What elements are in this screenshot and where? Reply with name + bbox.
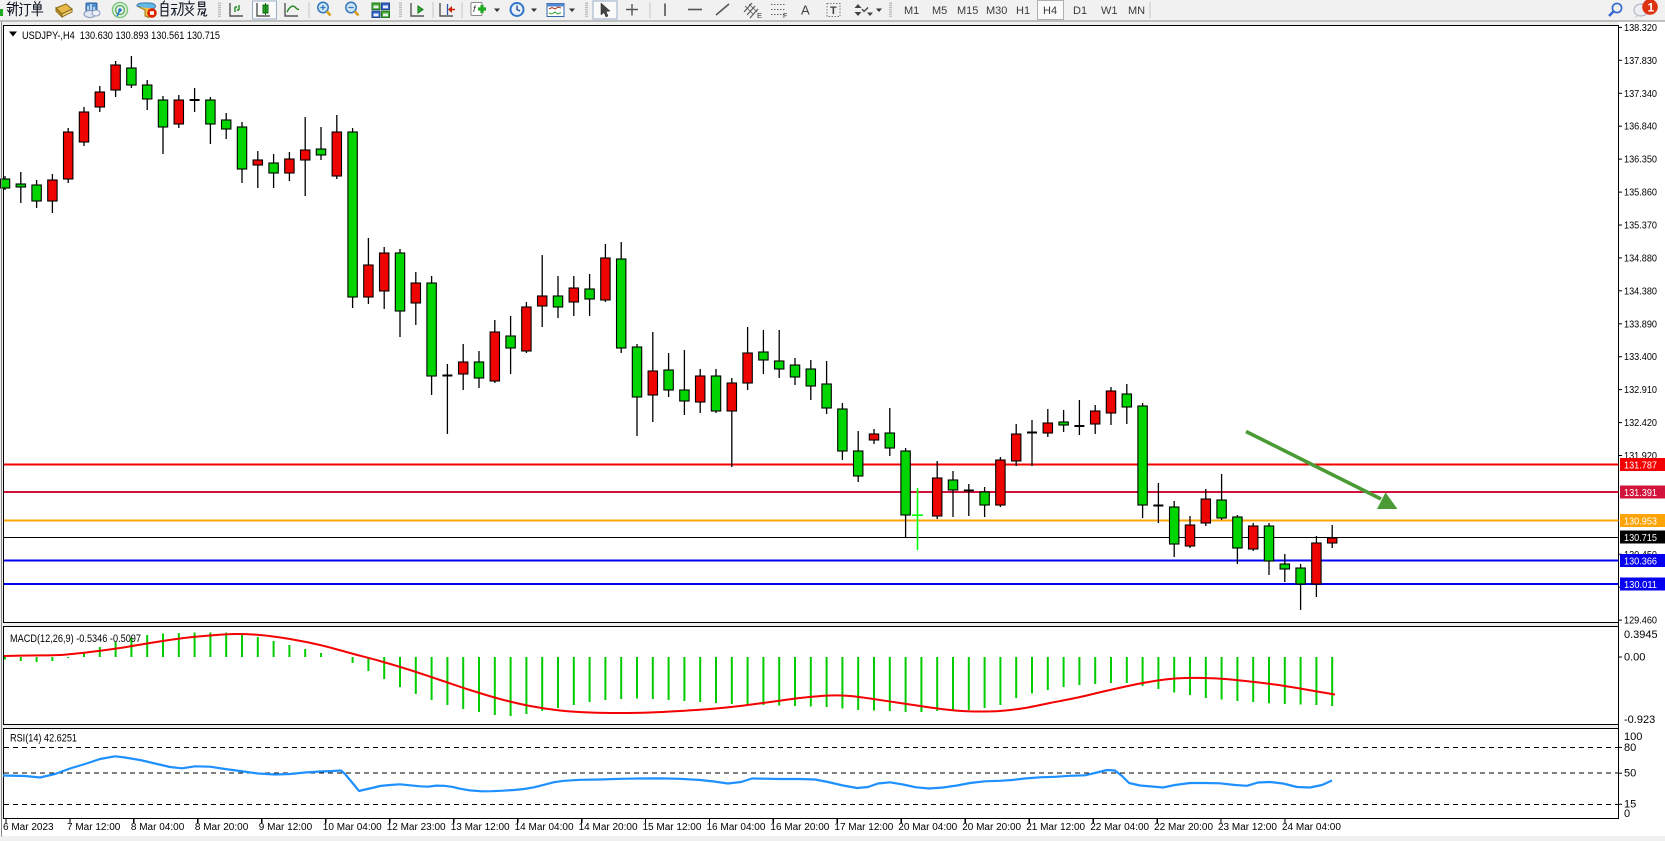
svg-text:24 Mar 04:00: 24 Mar 04:00 bbox=[1282, 822, 1341, 833]
svg-text:20 Mar 20:00: 20 Mar 20:00 bbox=[962, 822, 1021, 833]
svg-text:MACD(12,26,9) -0.5346 -0.5097: MACD(12,26,9) -0.5346 -0.5097 bbox=[10, 633, 141, 645]
svg-text:RSI(14) 42.6251: RSI(14) 42.6251 bbox=[10, 733, 77, 745]
svg-text:D1: D1 bbox=[1073, 5, 1087, 17]
svg-text:12 Mar 23:00: 12 Mar 23:00 bbox=[387, 822, 446, 833]
svg-text:8 Mar 20:00: 8 Mar 20:00 bbox=[195, 822, 249, 833]
svg-text:F: F bbox=[783, 13, 787, 20]
svg-text:8 Mar 04:00: 8 Mar 04:00 bbox=[131, 822, 185, 833]
svg-text:MN: MN bbox=[1128, 5, 1145, 17]
svg-text:f: f bbox=[473, 4, 477, 14]
svg-text:T: T bbox=[830, 5, 837, 17]
svg-text:131.787: 131.787 bbox=[1624, 459, 1657, 471]
svg-text:138.320: 138.320 bbox=[1624, 22, 1657, 34]
svg-text:129.460: 129.460 bbox=[1624, 615, 1657, 627]
svg-text:M5: M5 bbox=[932, 5, 947, 17]
svg-text:16 Mar 20:00: 16 Mar 20:00 bbox=[770, 822, 829, 833]
svg-text:23 Mar 12:00: 23 Mar 12:00 bbox=[1218, 822, 1277, 833]
svg-text:7 Mar 12:00: 7 Mar 12:00 bbox=[67, 822, 121, 833]
svg-text:H1: H1 bbox=[1016, 5, 1030, 17]
svg-text:130.011: 130.011 bbox=[1624, 579, 1657, 591]
svg-text:9 Mar 12:00: 9 Mar 12:00 bbox=[259, 822, 313, 833]
svg-text:131.391: 131.391 bbox=[1624, 487, 1657, 499]
svg-text:15 Mar 12:00: 15 Mar 12:00 bbox=[643, 822, 702, 833]
svg-text:0.00: 0.00 bbox=[1624, 652, 1645, 664]
svg-text:15: 15 bbox=[1624, 799, 1636, 811]
svg-text:E: E bbox=[757, 11, 762, 20]
svg-text:A: A bbox=[801, 3, 810, 18]
svg-text:22 Mar 20:00: 22 Mar 20:00 bbox=[1154, 822, 1213, 833]
svg-text:USDJPY-,H4 130.630 130.893 13: USDJPY-,H4 130.630 130.893 130.561 130.7… bbox=[22, 30, 220, 42]
svg-text:17 Mar 12:00: 17 Mar 12:00 bbox=[834, 822, 893, 833]
svg-text:M1: M1 bbox=[904, 5, 919, 17]
svg-text:137.830: 137.830 bbox=[1624, 55, 1657, 67]
svg-text:130.953: 130.953 bbox=[1624, 515, 1657, 527]
svg-text:-0.923: -0.923 bbox=[1624, 714, 1655, 726]
svg-text:50: 50 bbox=[1624, 768, 1636, 780]
svg-text:133.400: 133.400 bbox=[1624, 351, 1657, 363]
svg-text:130.366: 130.366 bbox=[1624, 555, 1657, 567]
svg-text:14 Mar 04:00: 14 Mar 04:00 bbox=[515, 822, 574, 833]
svg-text:100: 100 bbox=[1624, 731, 1642, 743]
svg-text:22 Mar 04:00: 22 Mar 04:00 bbox=[1090, 822, 1149, 833]
svg-text:M30: M30 bbox=[986, 5, 1007, 17]
svg-text:16 Mar 04:00: 16 Mar 04:00 bbox=[707, 822, 766, 833]
svg-text:132.910: 132.910 bbox=[1624, 384, 1657, 396]
svg-text:136.840: 136.840 bbox=[1624, 121, 1657, 133]
svg-text:80: 80 bbox=[1624, 742, 1636, 754]
svg-text:135.370: 135.370 bbox=[1624, 220, 1657, 232]
svg-text:21 Mar 12:00: 21 Mar 12:00 bbox=[1026, 822, 1085, 833]
svg-text:M15: M15 bbox=[957, 5, 978, 17]
svg-text:20 Mar 04:00: 20 Mar 04:00 bbox=[898, 822, 957, 833]
svg-text:137.340: 137.340 bbox=[1624, 88, 1657, 100]
svg-text:134.380: 134.380 bbox=[1624, 285, 1657, 297]
svg-text:10 Mar 04:00: 10 Mar 04:00 bbox=[323, 822, 382, 833]
svg-text:0: 0 bbox=[1624, 808, 1630, 820]
svg-text:135.860: 135.860 bbox=[1624, 187, 1657, 199]
svg-text:6 Mar 2023: 6 Mar 2023 bbox=[3, 822, 54, 833]
svg-text:136.350: 136.350 bbox=[1624, 154, 1657, 166]
svg-text:130.715: 130.715 bbox=[1624, 532, 1657, 544]
svg-text:13 Mar 12:00: 13 Mar 12:00 bbox=[451, 822, 510, 833]
svg-text:134.880: 134.880 bbox=[1624, 252, 1657, 264]
svg-text:133.890: 133.890 bbox=[1624, 318, 1657, 330]
svg-text:W1: W1 bbox=[1101, 5, 1118, 17]
svg-text:132.420: 132.420 bbox=[1624, 417, 1657, 429]
svg-text:0.3945: 0.3945 bbox=[1624, 629, 1658, 641]
svg-text:14 Mar 20:00: 14 Mar 20:00 bbox=[579, 822, 638, 833]
svg-text:H4: H4 bbox=[1043, 5, 1057, 17]
svg-text:1: 1 bbox=[1648, 1, 1655, 15]
